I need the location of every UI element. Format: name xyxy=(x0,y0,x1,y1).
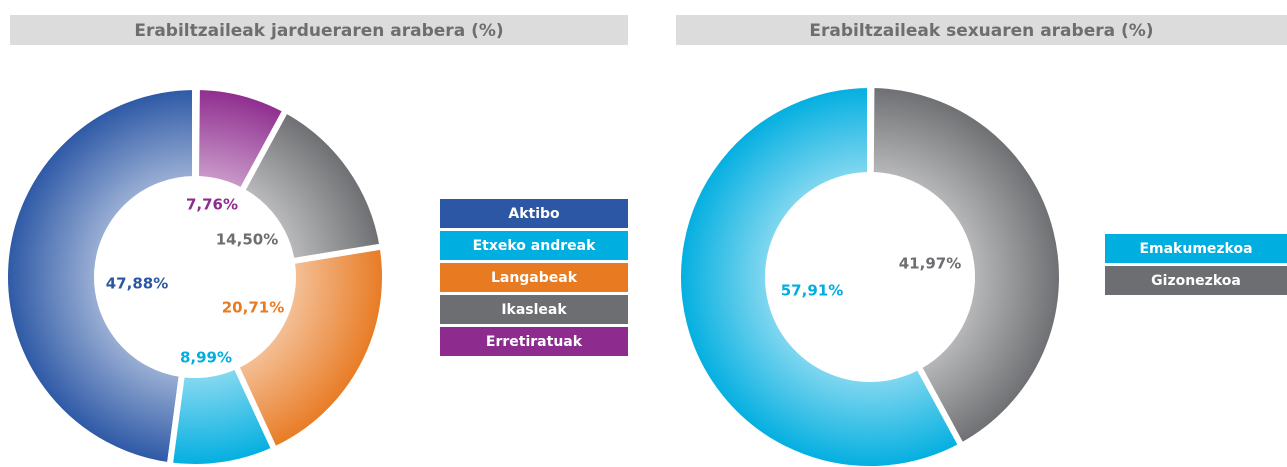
chart-title: Erabiltzaileak jardueraren arabera (%) xyxy=(134,21,503,41)
value-label: 41,97% xyxy=(899,255,961,273)
value-label: 7,76% xyxy=(186,196,238,214)
legend-label: Emakumezkoa xyxy=(1139,241,1252,257)
legend-swatch xyxy=(1105,266,1287,295)
legend-swatch xyxy=(440,263,628,292)
value-label: 57,91% xyxy=(781,282,843,300)
legend-label: Langabeak xyxy=(491,270,578,286)
legend-label: Ikasleak xyxy=(501,302,567,318)
legend-label: Aktibo xyxy=(508,206,560,222)
legend-swatch xyxy=(1105,234,1287,263)
value-label: 47,88% xyxy=(106,275,168,293)
value-label: 20,71% xyxy=(222,299,284,317)
legend-swatch xyxy=(440,231,628,260)
value-label: 14,50% xyxy=(216,231,278,249)
legend-swatch xyxy=(440,295,628,324)
legend-label: Gizonezkoa xyxy=(1151,273,1241,289)
legend-label: Etxeko andreak xyxy=(473,238,596,254)
donut-segment xyxy=(232,242,388,454)
legend-swatch xyxy=(440,327,628,356)
chart-title: Erabiltzaileak sexuaren arabera (%) xyxy=(809,21,1153,41)
value-label: 8,99% xyxy=(180,349,232,367)
legend-label: Erretiratuak xyxy=(486,334,583,350)
legend-swatch xyxy=(440,199,628,228)
title-bar xyxy=(676,15,1287,45)
title-bar xyxy=(10,15,628,45)
